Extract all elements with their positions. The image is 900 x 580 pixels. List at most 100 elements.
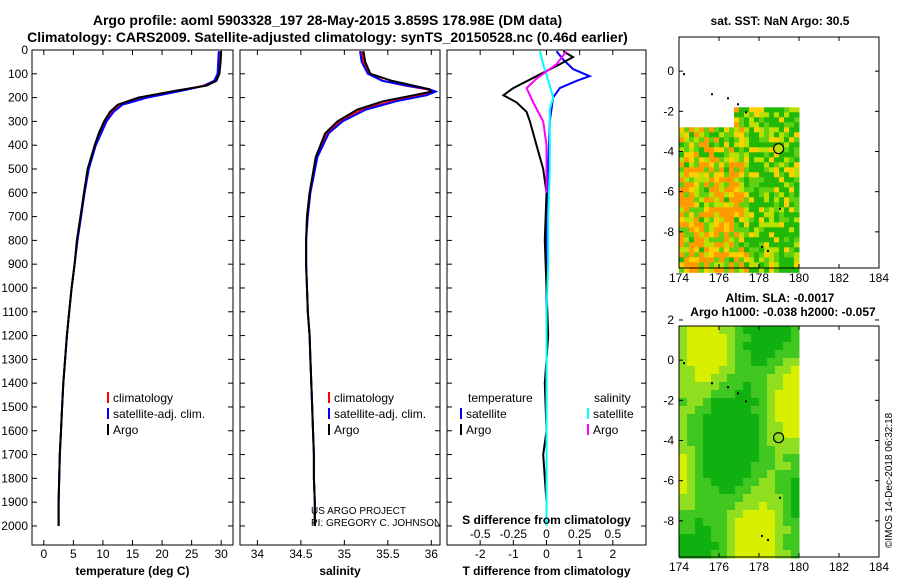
y-tick-label: 1700 [1, 448, 28, 462]
sla-map-cell [687, 350, 696, 359]
sst-map-cell [684, 217, 690, 223]
sla-map-cell [775, 510, 784, 519]
sst-map-cell [774, 152, 780, 158]
sst-map-cell [729, 177, 735, 183]
sst-map-cell [724, 167, 730, 173]
sst-map-cell [769, 127, 775, 133]
credit-imos: ©IMOS 14-Dec-2018 06:32:18 [884, 412, 895, 548]
sst-map-cell [759, 222, 765, 228]
sla-map-cell [791, 454, 800, 463]
sst-map-cell [684, 197, 690, 203]
sst-map-cell [714, 167, 720, 173]
sla-map-cell [735, 478, 744, 487]
sst-map-cell [759, 267, 765, 273]
sst-map-cell [764, 207, 770, 213]
sst-map-cell [779, 177, 785, 183]
map-x-tick-label: 184 [869, 560, 889, 574]
y-tick-label: 1300 [1, 352, 28, 366]
sst-map-cell [719, 207, 725, 213]
sst-map-cell [694, 142, 700, 148]
sst-map-cell [719, 217, 725, 223]
sla-map-cell [719, 430, 728, 439]
sst-map-cell [734, 132, 740, 138]
sst-map-cell [754, 252, 760, 258]
sst-map-cell [679, 157, 685, 163]
sla-map-cell [719, 358, 728, 367]
sst-map-cell [794, 177, 800, 183]
map-x-tick-label: 180 [789, 271, 809, 285]
sla-map-cell [679, 494, 688, 503]
sst-map-cell [724, 242, 730, 248]
sst-map-cell [779, 117, 785, 123]
sst-map-cell [784, 232, 790, 238]
sst-map-cell [764, 237, 770, 243]
sst-map-cell [774, 187, 780, 193]
sst-map-cell [749, 172, 755, 178]
sst-map-cell [754, 167, 760, 173]
sla-map-cell [759, 414, 768, 423]
sst-map-cell [784, 187, 790, 193]
y-tick-label: 1600 [1, 424, 28, 438]
sla-map-cell [751, 430, 760, 439]
sst-map-cell [749, 242, 755, 248]
sla-map-cell [751, 542, 760, 551]
sst-map-cell [699, 172, 705, 178]
sst-map-cell [704, 227, 710, 233]
sst-map-cell [734, 172, 740, 178]
sst-map-cell [774, 197, 780, 203]
sst-map-cell [764, 182, 770, 188]
sst-map-cell [719, 242, 725, 248]
sla-map-cell [783, 454, 792, 463]
sla-map-cell [679, 334, 688, 343]
sla-map-cell [719, 382, 728, 391]
sla-map-cell [735, 510, 744, 519]
sla-map-cell [743, 358, 752, 367]
sst-map-cell [794, 202, 800, 208]
sla-map-cell [735, 422, 744, 431]
sla-map-cell [735, 542, 744, 551]
sst-map-cell [714, 152, 720, 158]
sst-map-island [711, 93, 713, 96]
sla-map-cell [783, 502, 792, 511]
sla-map-cell [703, 446, 712, 455]
sla-map-cell [687, 430, 696, 439]
sla-map-cell [759, 510, 768, 519]
y-tick-label: 1400 [1, 376, 28, 390]
sst-map-cell [754, 147, 760, 153]
sla-map-cell [687, 342, 696, 351]
salinity-panel-frame [239, 49, 441, 546]
sst-map-cell [739, 242, 745, 248]
sst-map-cell [794, 257, 800, 263]
sst-map-cell [739, 257, 745, 263]
sla-map-cell [751, 518, 760, 527]
sla-map-cell [791, 398, 800, 407]
sla-map-cell [727, 502, 736, 511]
sst-map-cell [784, 172, 790, 178]
sla-map-cell [679, 534, 688, 543]
sla-map-cell [679, 502, 688, 511]
sla-map-cell [783, 470, 792, 479]
sst-map-cell [774, 232, 780, 238]
sla-map-cell [703, 382, 712, 391]
sst-map-cell [764, 137, 770, 143]
sst-map-cell [739, 182, 745, 188]
sst-map-cell [764, 167, 770, 173]
sst-map-cell [774, 182, 780, 188]
sla-map-subtitle: Argo h1000: -0.038 h2000: -0.057 [690, 305, 876, 319]
sst-map-cell [679, 172, 685, 178]
sst-map-cell [744, 227, 750, 233]
sst-map-cell [789, 127, 795, 133]
sla-map-cell [759, 406, 768, 415]
sst-map-cell [754, 137, 760, 143]
sst-map-cell [764, 247, 770, 253]
sst-map-cell [784, 112, 790, 118]
sla-map-cell [719, 534, 728, 543]
salinity-panel-legend-label: climatology [334, 391, 394, 405]
sst-map-cell [729, 157, 735, 163]
sst-map-cell [794, 137, 800, 143]
sst-map-island [767, 249, 769, 252]
sst-map-cell [699, 212, 705, 218]
sst-map-cell [679, 237, 685, 243]
sla-map-cell [759, 334, 768, 343]
sla-map-cell [743, 478, 752, 487]
